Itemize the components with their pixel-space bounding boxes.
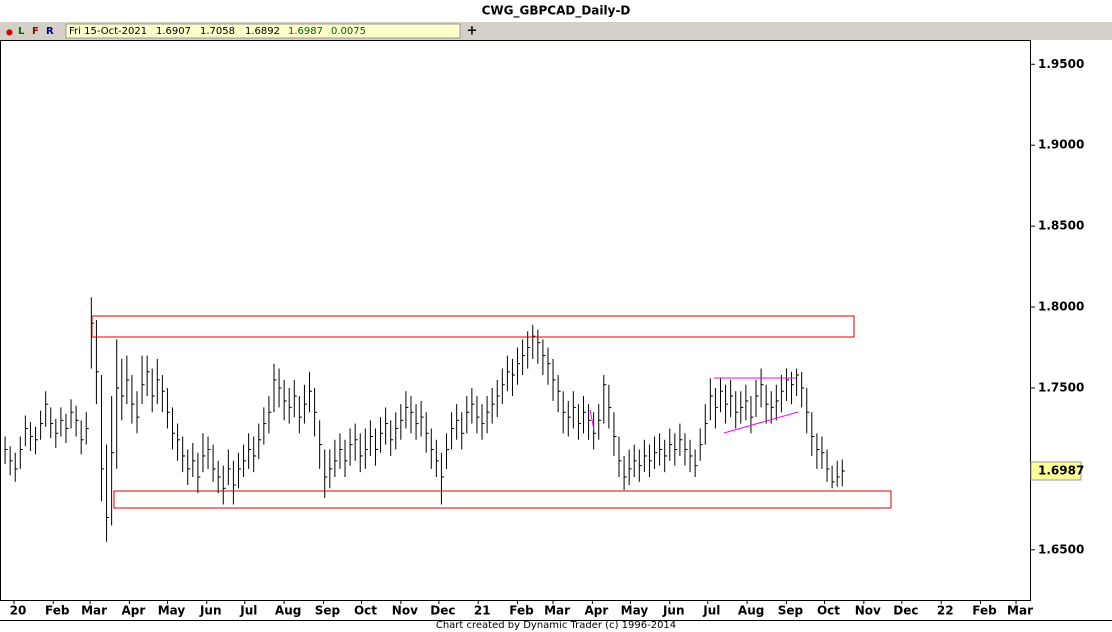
x-tick-label: Apr (121, 604, 145, 618)
info-open: 1.6907 (156, 26, 191, 37)
support-zone (113, 490, 892, 509)
x-tick-label: Feb (509, 604, 534, 618)
price-bars (4, 297, 845, 542)
chart-title: CWG_GBPCAD_Daily-D (482, 4, 631, 19)
x-tick-label: Mar (1007, 604, 1033, 618)
y-tick-label: 1.8000 (1038, 300, 1084, 314)
x-tick-label: Apr (584, 604, 608, 618)
x-tick-label: Aug (738, 604, 764, 618)
info-change: 0.0075 (331, 26, 366, 37)
x-tick-label: Dec (893, 604, 918, 618)
toolbar-button[interactable]: R (46, 26, 54, 37)
y-tick-label: 1.8500 (1038, 219, 1084, 233)
trend-line (589, 409, 595, 431)
toolbar-button[interactable]: L (18, 26, 25, 37)
resistance-zone (91, 315, 855, 338)
x-tick-label: 22 (937, 604, 954, 618)
x-tick-label: Jul (702, 604, 720, 618)
y-tick-label: 1.9000 (1038, 138, 1084, 152)
x-tick-label: Aug (275, 604, 301, 618)
x-tick-label: Jul (239, 604, 257, 618)
trend-line (723, 411, 799, 434)
info-date: Fri 15-Oct-2021 (69, 26, 147, 37)
add-button[interactable]: + (467, 24, 478, 39)
info-box (65, 23, 461, 39)
x-tick-label: Oct (817, 604, 840, 618)
x-tick-label: Oct (354, 604, 377, 618)
y-tick-label: 1.7500 (1038, 380, 1084, 394)
x-tick-label: Mar (544, 604, 570, 618)
y-tick-label: 1.9500 (1038, 57, 1084, 71)
x-tick-label: Feb (45, 604, 70, 618)
y-tick-label: 1.6500 (1038, 542, 1084, 556)
plot-area (0, 40, 1031, 601)
x-tick-label: Feb (972, 604, 997, 618)
info-high: 1.7058 (200, 26, 235, 37)
x-tick-label: May (158, 604, 186, 618)
x-tick-label: Jun (199, 604, 222, 618)
x-tick-label: Dec (430, 604, 455, 618)
last-price-box (1030, 461, 1082, 481)
toolbar-button[interactable]: F (32, 26, 39, 37)
x-tick-label: Sep (315, 604, 341, 618)
x-tick-label: 20 (10, 604, 27, 618)
x-tick-label: Nov (855, 604, 881, 618)
x-tick-label: May (621, 604, 649, 618)
status-dot: ● (6, 28, 13, 37)
x-tick-label: Nov (392, 604, 418, 618)
x-tick-label: Jun (662, 604, 685, 618)
last-price-label: 1.6987 (1038, 464, 1084, 478)
x-tick-label: Mar (81, 604, 107, 618)
x-tick-label: 21 (474, 604, 491, 618)
info-low: 1.6892 (245, 26, 280, 37)
footer: Chart created by Dynamic Trader (c) 1996… (436, 620, 676, 631)
x-tick-label: Sep (778, 604, 804, 618)
info-close: 1.6987 (288, 26, 323, 37)
